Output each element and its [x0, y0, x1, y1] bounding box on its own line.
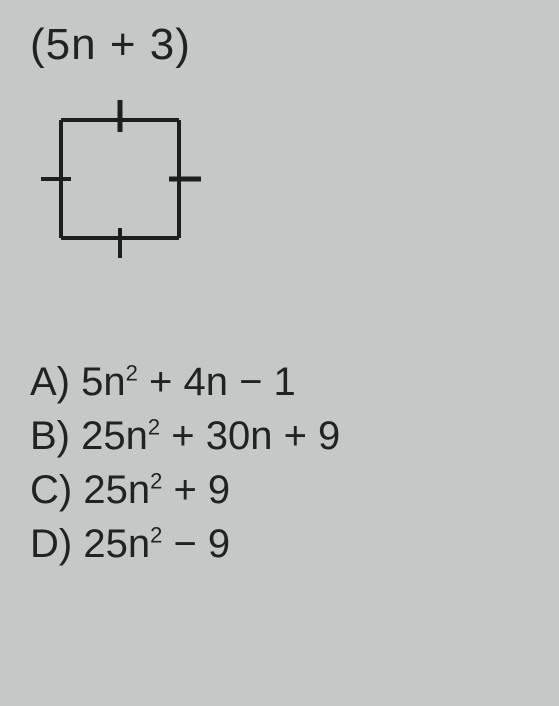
- choice-b-letter: B): [30, 414, 70, 458]
- choice-b-text: 25n2 + 30n + 9: [81, 414, 340, 458]
- choice-c: C) 25n2 + 9: [30, 463, 529, 517]
- choice-a: A) 5n2 + 4n − 1: [30, 355, 529, 409]
- square-svg: [35, 90, 215, 270]
- side-expression: (5n + 3): [30, 20, 529, 70]
- choice-b: B) 25n2 + 30n + 9: [30, 409, 529, 463]
- choice-a-text: 5n2 + 4n − 1: [81, 360, 296, 404]
- square-diagram: [35, 90, 529, 275]
- choice-d-letter: D): [30, 522, 72, 566]
- answer-choices: A) 5n2 + 4n − 1 B) 25n2 + 30n + 9 C) 25n…: [30, 355, 529, 571]
- choice-c-letter: C): [30, 468, 72, 512]
- choice-d: D) 25n2 − 9: [30, 517, 529, 571]
- choice-c-text: 25n2 + 9: [83, 468, 230, 512]
- math-question: (5n + 3) A) 5n2 + 4n − 1 B) 25n2 + 30n +…: [0, 0, 559, 706]
- choice-a-letter: A): [30, 360, 70, 404]
- choice-d-text: 25n2 − 9: [83, 522, 230, 566]
